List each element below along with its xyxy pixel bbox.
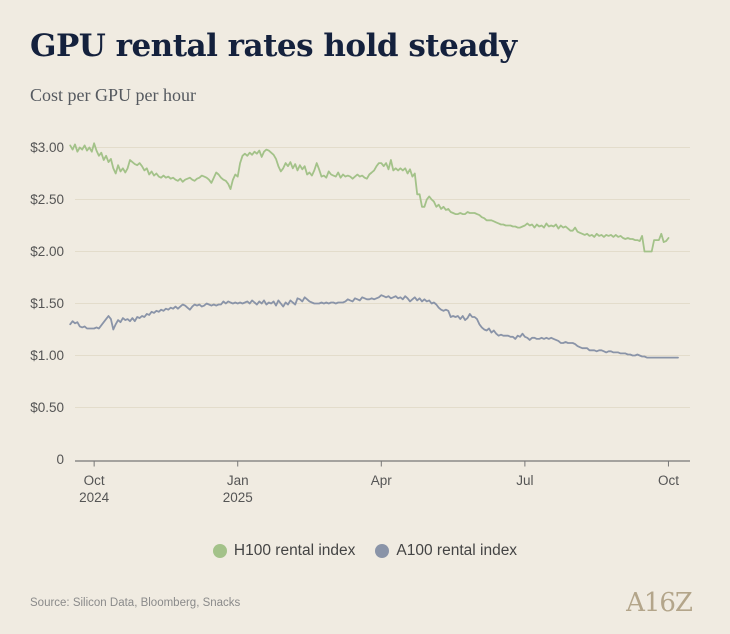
legend: H100 rental index A100 rental index (0, 542, 730, 560)
x-tick-label-3: Jul (516, 473, 533, 488)
legend-swatch-h100 (212, 544, 227, 558)
x-tick-sublabel-0: 2024 (79, 490, 110, 505)
legend-label-h100: H100 rental index (233, 542, 356, 559)
x-axis: Oct 2024 Jan 2025 Apr Jul Oct (75, 460, 690, 505)
series-line-a100 (69, 294, 679, 359)
source-note: Source: Silicon Data, Bloomberg, Snacks (30, 597, 241, 609)
legend-item-h100[interactable]: H100 rental index (212, 542, 356, 560)
x-tick-sublabel-1: 2025 (223, 490, 253, 505)
x-tick-label-4: Oct (658, 473, 679, 488)
legend-label-a100: A100 rental index (396, 542, 518, 559)
chart-subtitle: Cost per GPU per hour (30, 85, 196, 105)
y-tick-label-5: $2.50 (30, 192, 64, 207)
y-tick-label-2: $1.00 (30, 348, 64, 363)
legend-swatch-a100 (375, 544, 390, 558)
series-line-h100 (69, 142, 670, 253)
y-axis-ticks: 0 $0.50 $1.00 $1.50 $2.00 $2.50 $3.00 (30, 140, 64, 467)
y-tick-label-1: $0.50 (30, 400, 64, 415)
x-tick-label-0: Oct (84, 473, 105, 488)
y-tick-label-6: $3.00 (30, 140, 64, 155)
gridlines (75, 147, 690, 408)
legend-item-a100[interactable]: A100 rental index (375, 542, 517, 560)
x-tick-label-2: Apr (371, 473, 393, 488)
x-tick-label-1: Jan (227, 473, 249, 488)
series-lines (69, 142, 679, 359)
y-tick-label-4: $2.00 (30, 244, 64, 259)
y-tick-label-3: $1.50 (30, 296, 64, 311)
y-tick-label-0: 0 (56, 452, 64, 467)
a16z-logo: A16Z (626, 588, 693, 618)
chart-title: GPU rental rates hold steady (30, 28, 517, 64)
